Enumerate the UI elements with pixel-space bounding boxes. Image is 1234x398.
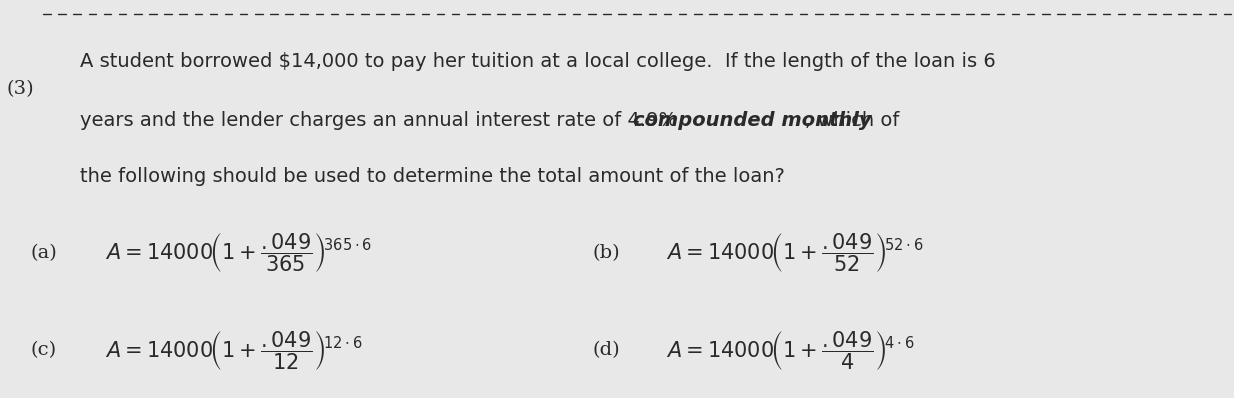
Text: compounded monthly: compounded monthly [633,111,872,131]
Text: $A = 14000\!\left(1+\dfrac{.049}{4}\right)^{\!4 \cdot 6}$: $A = 14000\!\left(1+\dfrac{.049}{4}\righ… [666,329,914,372]
Text: (c): (c) [31,341,57,359]
Text: (3): (3) [6,80,33,98]
Text: , which of: , which of [805,111,900,131]
Text: $A = 14000\!\left(1+\dfrac{.049}{52}\right)^{\!52 \cdot 6}$: $A = 14000\!\left(1+\dfrac{.049}{52}\rig… [666,231,924,274]
Text: (d): (d) [592,341,619,359]
Text: the following should be used to determine the total amount of the loan?: the following should be used to determin… [80,167,785,186]
Text: $A = 14000\!\left(1+\dfrac{.049}{365}\right)^{\!365 \cdot 6}$: $A = 14000\!\left(1+\dfrac{.049}{365}\ri… [105,231,371,274]
Text: (b): (b) [592,244,619,262]
Text: (a): (a) [31,244,58,262]
Text: $A = 14000\!\left(1+\dfrac{.049}{12}\right)^{\!12 \cdot 6}$: $A = 14000\!\left(1+\dfrac{.049}{12}\rig… [105,329,363,372]
Text: A student borrowed $14,000 to pay her tuition at a local college.  If the length: A student borrowed $14,000 to pay her tu… [80,52,996,71]
Text: years and the lender charges an annual interest rate of 4.9%: years and the lender charges an annual i… [80,111,684,131]
